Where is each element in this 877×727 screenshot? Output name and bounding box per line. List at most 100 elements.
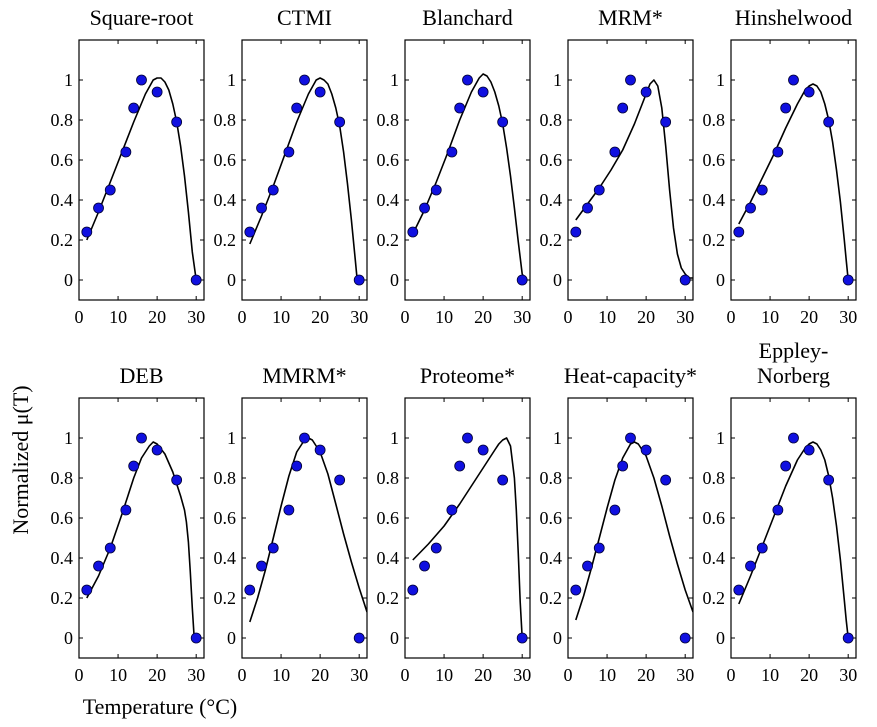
y-tick-label: 0: [227, 270, 236, 290]
y-tick-label: 0: [64, 270, 73, 290]
data-point: [733, 584, 745, 596]
panel-title: Eppley-: [759, 338, 829, 363]
data-point: [679, 632, 691, 644]
y-tick-label: 0.8: [703, 110, 726, 130]
x-tick-label: 10: [598, 307, 616, 327]
data-point: [733, 226, 745, 238]
x-tick-label: 20: [637, 665, 655, 685]
panel-6: DEB 0 10 20 30 0 0.2 0.4 0.6 0.8 1: [51, 363, 206, 685]
x-tick-label: 0: [75, 307, 84, 327]
y-tick-label: 0.2: [540, 230, 563, 250]
data-point: [291, 102, 303, 114]
y-tick-label: 0.2: [51, 588, 74, 608]
x-tick-label: 30: [513, 307, 531, 327]
y-tick-label: 0.6: [51, 150, 74, 170]
y-tick-label: 1: [64, 70, 73, 90]
data-point: [314, 444, 326, 456]
data-point: [477, 444, 489, 456]
y-tick-label: 0: [716, 270, 725, 290]
y-tick-label: 0.6: [540, 150, 563, 170]
x-tick-label: 0: [564, 307, 573, 327]
y-tick-label: 0.8: [51, 110, 74, 130]
y-tick-label: 0.2: [51, 230, 74, 250]
y-tick-label: 1: [553, 70, 562, 90]
model-fit-curve: [738, 441, 849, 639]
y-tick-label: 0.6: [703, 508, 726, 528]
y-tick-label: 0.6: [214, 508, 237, 528]
y-tick-label: 0: [227, 628, 236, 648]
data-point: [120, 146, 132, 158]
data-point: [582, 202, 593, 214]
data-point: [120, 504, 132, 516]
panel-4: MRM* 0 10 20 30 0 0.2 0.4 0.6 0.8 1: [540, 5, 695, 327]
x-tick-label: 0: [401, 307, 410, 327]
data-point: [291, 460, 303, 472]
y-tick-label: 0.4: [540, 548, 563, 568]
x-tick-label: 30: [350, 307, 368, 327]
data-point: [136, 432, 147, 444]
data-point: [419, 202, 430, 214]
x-tick-label: 30: [676, 307, 694, 327]
y-tick-label: 0.2: [703, 588, 726, 608]
x-tick-label: 20: [800, 665, 818, 685]
data-point: [267, 542, 279, 554]
axes-box: [730, 397, 857, 659]
x-tick-label: 0: [238, 665, 247, 685]
y-tick-label: 0.2: [214, 230, 237, 250]
data-point: [823, 474, 835, 486]
data-point: [842, 632, 854, 644]
data-point: [256, 202, 267, 214]
y-tick-label: 0.8: [214, 110, 237, 130]
axes-box: [241, 397, 368, 659]
model-fit-curve: [412, 73, 527, 281]
data-point: [516, 632, 528, 644]
data-point: [454, 460, 466, 472]
y-tick-label: 0.8: [377, 468, 400, 488]
data-point: [625, 432, 636, 444]
data-point: [772, 146, 784, 158]
x-tick-label: 10: [761, 665, 779, 685]
y-tick-label: 0.4: [703, 548, 726, 568]
data-point: [803, 444, 815, 456]
data-point: [136, 74, 147, 86]
y-tick-label: 0.4: [214, 190, 237, 210]
data-point: [660, 116, 672, 128]
data-point: [244, 226, 256, 238]
y-tick-label: 0.8: [540, 468, 563, 488]
x-tick-label: 20: [800, 307, 818, 327]
data-point: [314, 86, 326, 98]
data-point: [617, 102, 629, 114]
x-tick-label: 30: [676, 665, 694, 685]
data-point: [190, 632, 202, 644]
y-tick-label: 0.2: [377, 230, 400, 250]
data-point: [353, 632, 365, 644]
x-tick-label: 30: [839, 307, 857, 327]
data-point: [788, 432, 799, 444]
x-axis-label: Temperature (°C): [83, 694, 237, 719]
data-point: [780, 102, 792, 114]
x-tick-label: 10: [109, 307, 127, 327]
panel-9: Heat-capacity* 0 10 20 30 0 0.2 0.4 0.6 0.8 1: [540, 363, 698, 685]
x-tick-label: 0: [564, 665, 573, 685]
panel-title: Proteome*: [420, 363, 515, 388]
data-point: [477, 86, 489, 98]
panel-title: Norberg: [757, 363, 830, 388]
data-point: [407, 226, 419, 238]
data-point: [617, 460, 629, 472]
x-tick-label: 30: [350, 665, 368, 685]
data-point: [267, 184, 279, 196]
axes-box: [567, 397, 694, 659]
panel-10: Eppley-Norberg 0 10 20 30 0 0.2 0.4 0.6 0.8 1: [703, 338, 858, 685]
data-point: [128, 460, 140, 472]
y-tick-label: 0.2: [377, 588, 400, 608]
y-tick-label: 0.8: [377, 110, 400, 130]
x-tick-label: 0: [401, 665, 410, 685]
y-tick-label: 0.4: [214, 548, 237, 568]
y-axis-label: Normalized μ(T): [8, 385, 33, 534]
x-tick-label: 0: [75, 665, 84, 685]
data-point: [462, 432, 473, 444]
model-fit-curve: [412, 437, 523, 639]
data-point: [593, 184, 605, 196]
data-point: [454, 102, 466, 114]
